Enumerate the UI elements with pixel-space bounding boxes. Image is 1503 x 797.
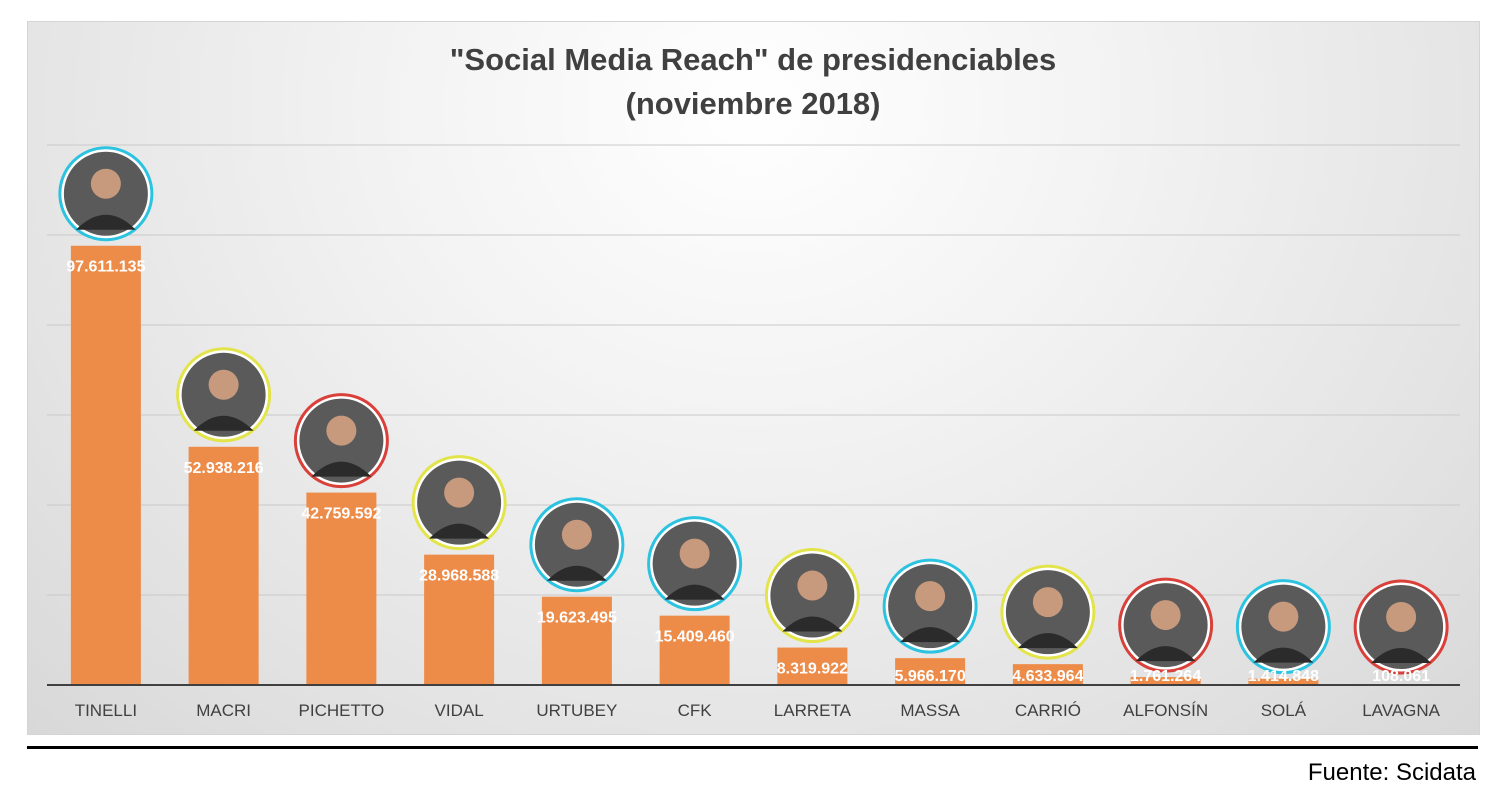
bars	[70, 245, 1437, 686]
x-tick-label: SOLÁ	[1261, 701, 1307, 720]
bar-larreta	[777, 647, 848, 685]
avatar-lavagna	[1353, 579, 1449, 675]
data-label: 1.761.264	[1130, 668, 1201, 685]
bar-pichetto	[306, 492, 377, 685]
source-divider	[27, 746, 1478, 749]
bar-urtubey	[541, 596, 612, 685]
chart-subtitle: (noviembre 2018)	[626, 86, 881, 121]
chart-panel: "Social Media Reach" de presidenciables …	[27, 21, 1480, 735]
data-label: 1.414.848	[1248, 668, 1319, 685]
source-note: Fuente: Scidata	[1307, 759, 1476, 786]
data-label: 19.623.495	[537, 610, 617, 627]
data-label: 4.633.964	[1012, 668, 1083, 685]
data-label: 8.319.922	[777, 661, 848, 678]
bar-alfonsín	[1130, 677, 1201, 685]
x-tick-label: MACRI	[196, 701, 251, 720]
chart-title: "Social Media Reach" de presidenciables	[450, 42, 1057, 77]
bar-chart: "Social Media Reach" de presidenciables …	[47, 42, 1460, 720]
data-label: 42.759.592	[301, 506, 381, 523]
avatar-urtubey	[529, 497, 625, 593]
x-axis-ticks: TINELLI MACRI PICHETTO VIDAL URTUBEY CFK LARRE…	[47, 684, 1460, 720]
x-tick-label: TINELLI	[75, 701, 137, 720]
x-tick-label: ALFONSÍN	[1123, 701, 1208, 720]
avatars	[58, 146, 1449, 675]
bar-macri	[188, 446, 259, 685]
bar-carrió	[1012, 664, 1083, 685]
x-tick-label: VIDAL	[435, 701, 484, 720]
avatar-vidal	[411, 455, 507, 551]
data-label: 5.966.170	[895, 668, 966, 685]
bar-cfk	[659, 615, 730, 685]
avatar-massa	[882, 558, 978, 654]
avatar-macri	[176, 347, 272, 443]
x-tick-label: PICHETTO	[299, 701, 385, 720]
x-tick-label: LARRETA	[774, 701, 852, 720]
bar-solá	[1248, 678, 1319, 685]
bar-vidal	[424, 554, 495, 685]
data-labels: 97.611.135 52.938.216 42.759.592 28.968.588…	[66, 259, 1430, 685]
avatar-tinelli	[58, 146, 154, 242]
avatar-cfk	[647, 516, 743, 612]
bar-tinelli	[70, 245, 141, 686]
data-label: 52.938.216	[184, 460, 264, 477]
x-tick-label: LAVAGNA	[1362, 701, 1440, 720]
x-tick-label: URTUBEY	[536, 701, 617, 720]
avatar-pichetto	[293, 393, 389, 489]
data-label: 108.061	[1372, 668, 1430, 685]
data-label: 97.611.135	[66, 259, 145, 276]
x-tick-label: MASSA	[900, 701, 960, 720]
data-label: 15.409.460	[655, 629, 735, 646]
avatar-carrió	[1000, 564, 1096, 660]
data-label: 28.968.588	[419, 568, 499, 585]
avatar-alfonsín	[1118, 577, 1214, 673]
bar-massa	[895, 658, 966, 685]
avatar-larreta	[764, 548, 860, 644]
x-tick-label: CFK	[678, 701, 713, 720]
gridlines	[47, 144, 1460, 596]
avatar-solá	[1235, 579, 1331, 675]
x-tick-label: CARRIÓ	[1015, 701, 1081, 720]
